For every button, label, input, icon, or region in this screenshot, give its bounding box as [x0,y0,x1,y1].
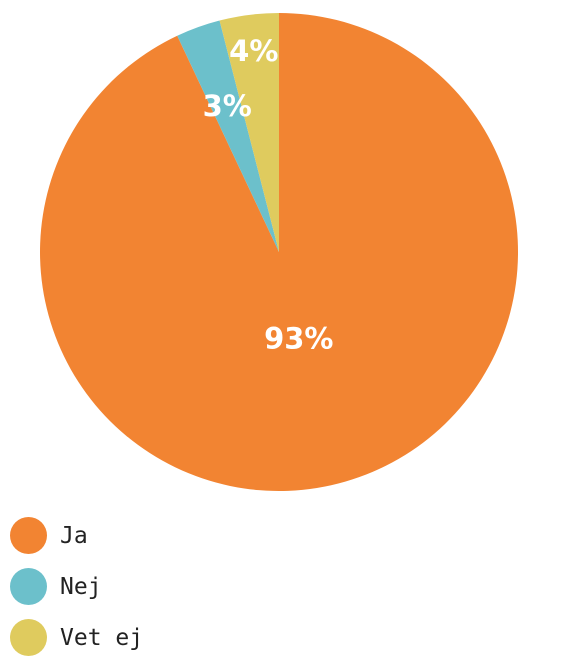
pie-label-ja: 93% [264,322,333,356]
pie-slices [40,12,519,491]
pie-label-vet-ej: 4% [229,34,278,68]
pie-slice-vet-ej [219,13,279,252]
legend-label-vet-ej: Vet ej [60,624,144,651]
legend-swatch-vet-ej [10,619,47,656]
legend-item-ja: Ja [10,510,143,561]
chart-legend: Ja Nej Vet ej [10,510,143,663]
pie-label-nej: 3% [203,89,252,123]
legend-label-ja: Ja [60,522,88,549]
pie-slice-labels: 93% 3% 4% [203,34,334,356]
pie-slice-nej [177,20,279,253]
legend-item-vet-ej: Vet ej [10,612,143,663]
legend-label-nej: Nej [60,573,102,600]
legend-swatch-nej [10,568,47,605]
legend-item-nej: Nej [10,561,143,612]
pie-slice-ja [40,12,519,491]
pie-chart: 93% 3% 4% [40,12,519,491]
legend-swatch-ja [10,517,47,554]
